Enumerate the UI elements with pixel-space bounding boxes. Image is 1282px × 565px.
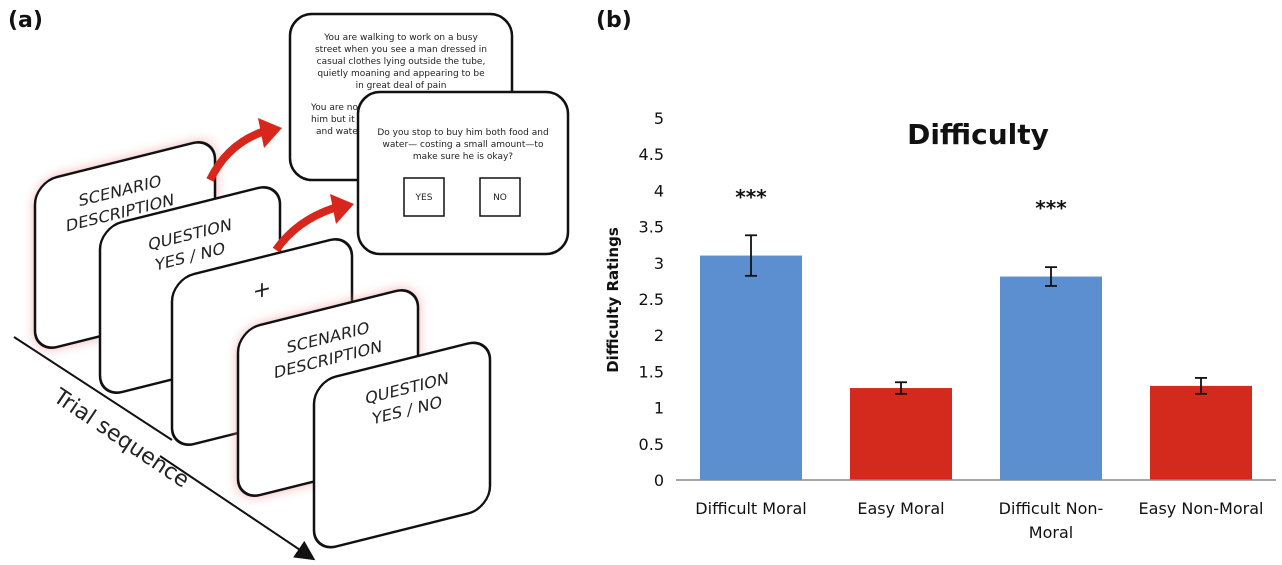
x-tick-label: Moral xyxy=(1029,523,1073,542)
question-text-line-3: make sure he is okay? xyxy=(413,152,513,162)
y-tick-label: 3.5 xyxy=(639,218,664,237)
y-tick-label: 3 xyxy=(654,254,664,273)
panel-b-label: (b) xyxy=(596,8,632,33)
scenario-text-line-4: quietly moaning and appearing to be xyxy=(317,69,485,79)
y-tick-label: 4.5 xyxy=(639,145,664,164)
fixation-cross: + xyxy=(253,275,271,305)
red-arrow-upper xyxy=(206,118,282,182)
card-question-2: QUESTION YES / NO xyxy=(312,341,492,549)
scenario-partial-line-1: You are no xyxy=(310,103,358,113)
yes-button[interactable]: YES xyxy=(403,177,445,217)
significance-annotation: *** xyxy=(1035,196,1067,220)
bars xyxy=(700,255,1252,480)
x-axis-labels: Difficult Moral Easy Moral Difficult Non- M… xyxy=(695,499,1263,542)
y-tick-label: 2.5 xyxy=(639,290,664,309)
no-button[interactable]: NO xyxy=(479,177,521,217)
x-tick-label: Difficult Non- xyxy=(999,499,1104,518)
error-bar xyxy=(1045,266,1057,287)
scenario-partial-line-3: and wate xyxy=(316,127,358,137)
error-bar xyxy=(745,234,757,277)
question-text-line-1: Do you stop to buy him both food and xyxy=(377,128,548,138)
y-tick-label: 0 xyxy=(654,471,664,490)
yes-button-label: YES xyxy=(415,193,433,203)
difficulty-bar-chart: Difficulty Difficulty Ratings 0 0.5 1 1.5 2 2… xyxy=(604,109,1276,542)
bar xyxy=(850,388,952,480)
x-tick-label: Easy Non-Moral xyxy=(1139,499,1264,518)
x-tick-label: Easy Moral xyxy=(857,499,944,518)
error-bar xyxy=(1195,377,1207,395)
y-tick-label: 2 xyxy=(654,326,664,345)
scenario-partial-line-2: him but it xyxy=(311,115,355,125)
y-tick-label: 5 xyxy=(654,109,664,128)
bar xyxy=(1000,276,1102,480)
question-text-line-2: water— costing a small amount—to xyxy=(383,140,544,150)
scenario-text-line-5: in great deal of pain xyxy=(356,81,447,91)
trial-axis-line-upper xyxy=(13,336,173,441)
trial-axis-line-lower xyxy=(159,455,316,561)
y-axis-ticks: 0 0.5 1 1.5 2 2.5 3 3.5 4 4.5 5 xyxy=(639,109,664,490)
panel-a-label: (a) xyxy=(8,8,43,33)
annotations: *** *** xyxy=(735,185,1067,220)
error-bar xyxy=(895,381,907,395)
y-axis-label: Difficulty Ratings xyxy=(604,227,622,373)
y-tick-label: 4 xyxy=(654,181,664,200)
y-tick-label: 0.5 xyxy=(639,435,664,454)
y-tick-label: 1 xyxy=(654,399,664,418)
error-bars xyxy=(745,234,1207,395)
no-button-label: NO xyxy=(493,193,507,203)
chart-title: Difficulty xyxy=(907,118,1049,151)
y-tick-label: 1.5 xyxy=(639,362,664,381)
red-arrow-lower xyxy=(272,194,354,253)
significance-annotation: *** xyxy=(735,185,767,209)
bar xyxy=(700,255,802,480)
scenario-text-line-3: casual clothes lying outside the tube, xyxy=(317,57,486,67)
trial-sequence-diagram: Trial sequence SCENARIO DESCRIPTION QUES… xyxy=(13,12,570,561)
question-text-card: Do you stop to buy him both food and wat… xyxy=(356,90,570,256)
x-tick-label: Difficult Moral xyxy=(695,499,806,518)
scenario-text-line-2: street when you see a man dressed in xyxy=(315,45,487,55)
scenario-text-line-1: You are walking to work on a busy xyxy=(323,33,478,43)
bar xyxy=(1150,385,1252,480)
